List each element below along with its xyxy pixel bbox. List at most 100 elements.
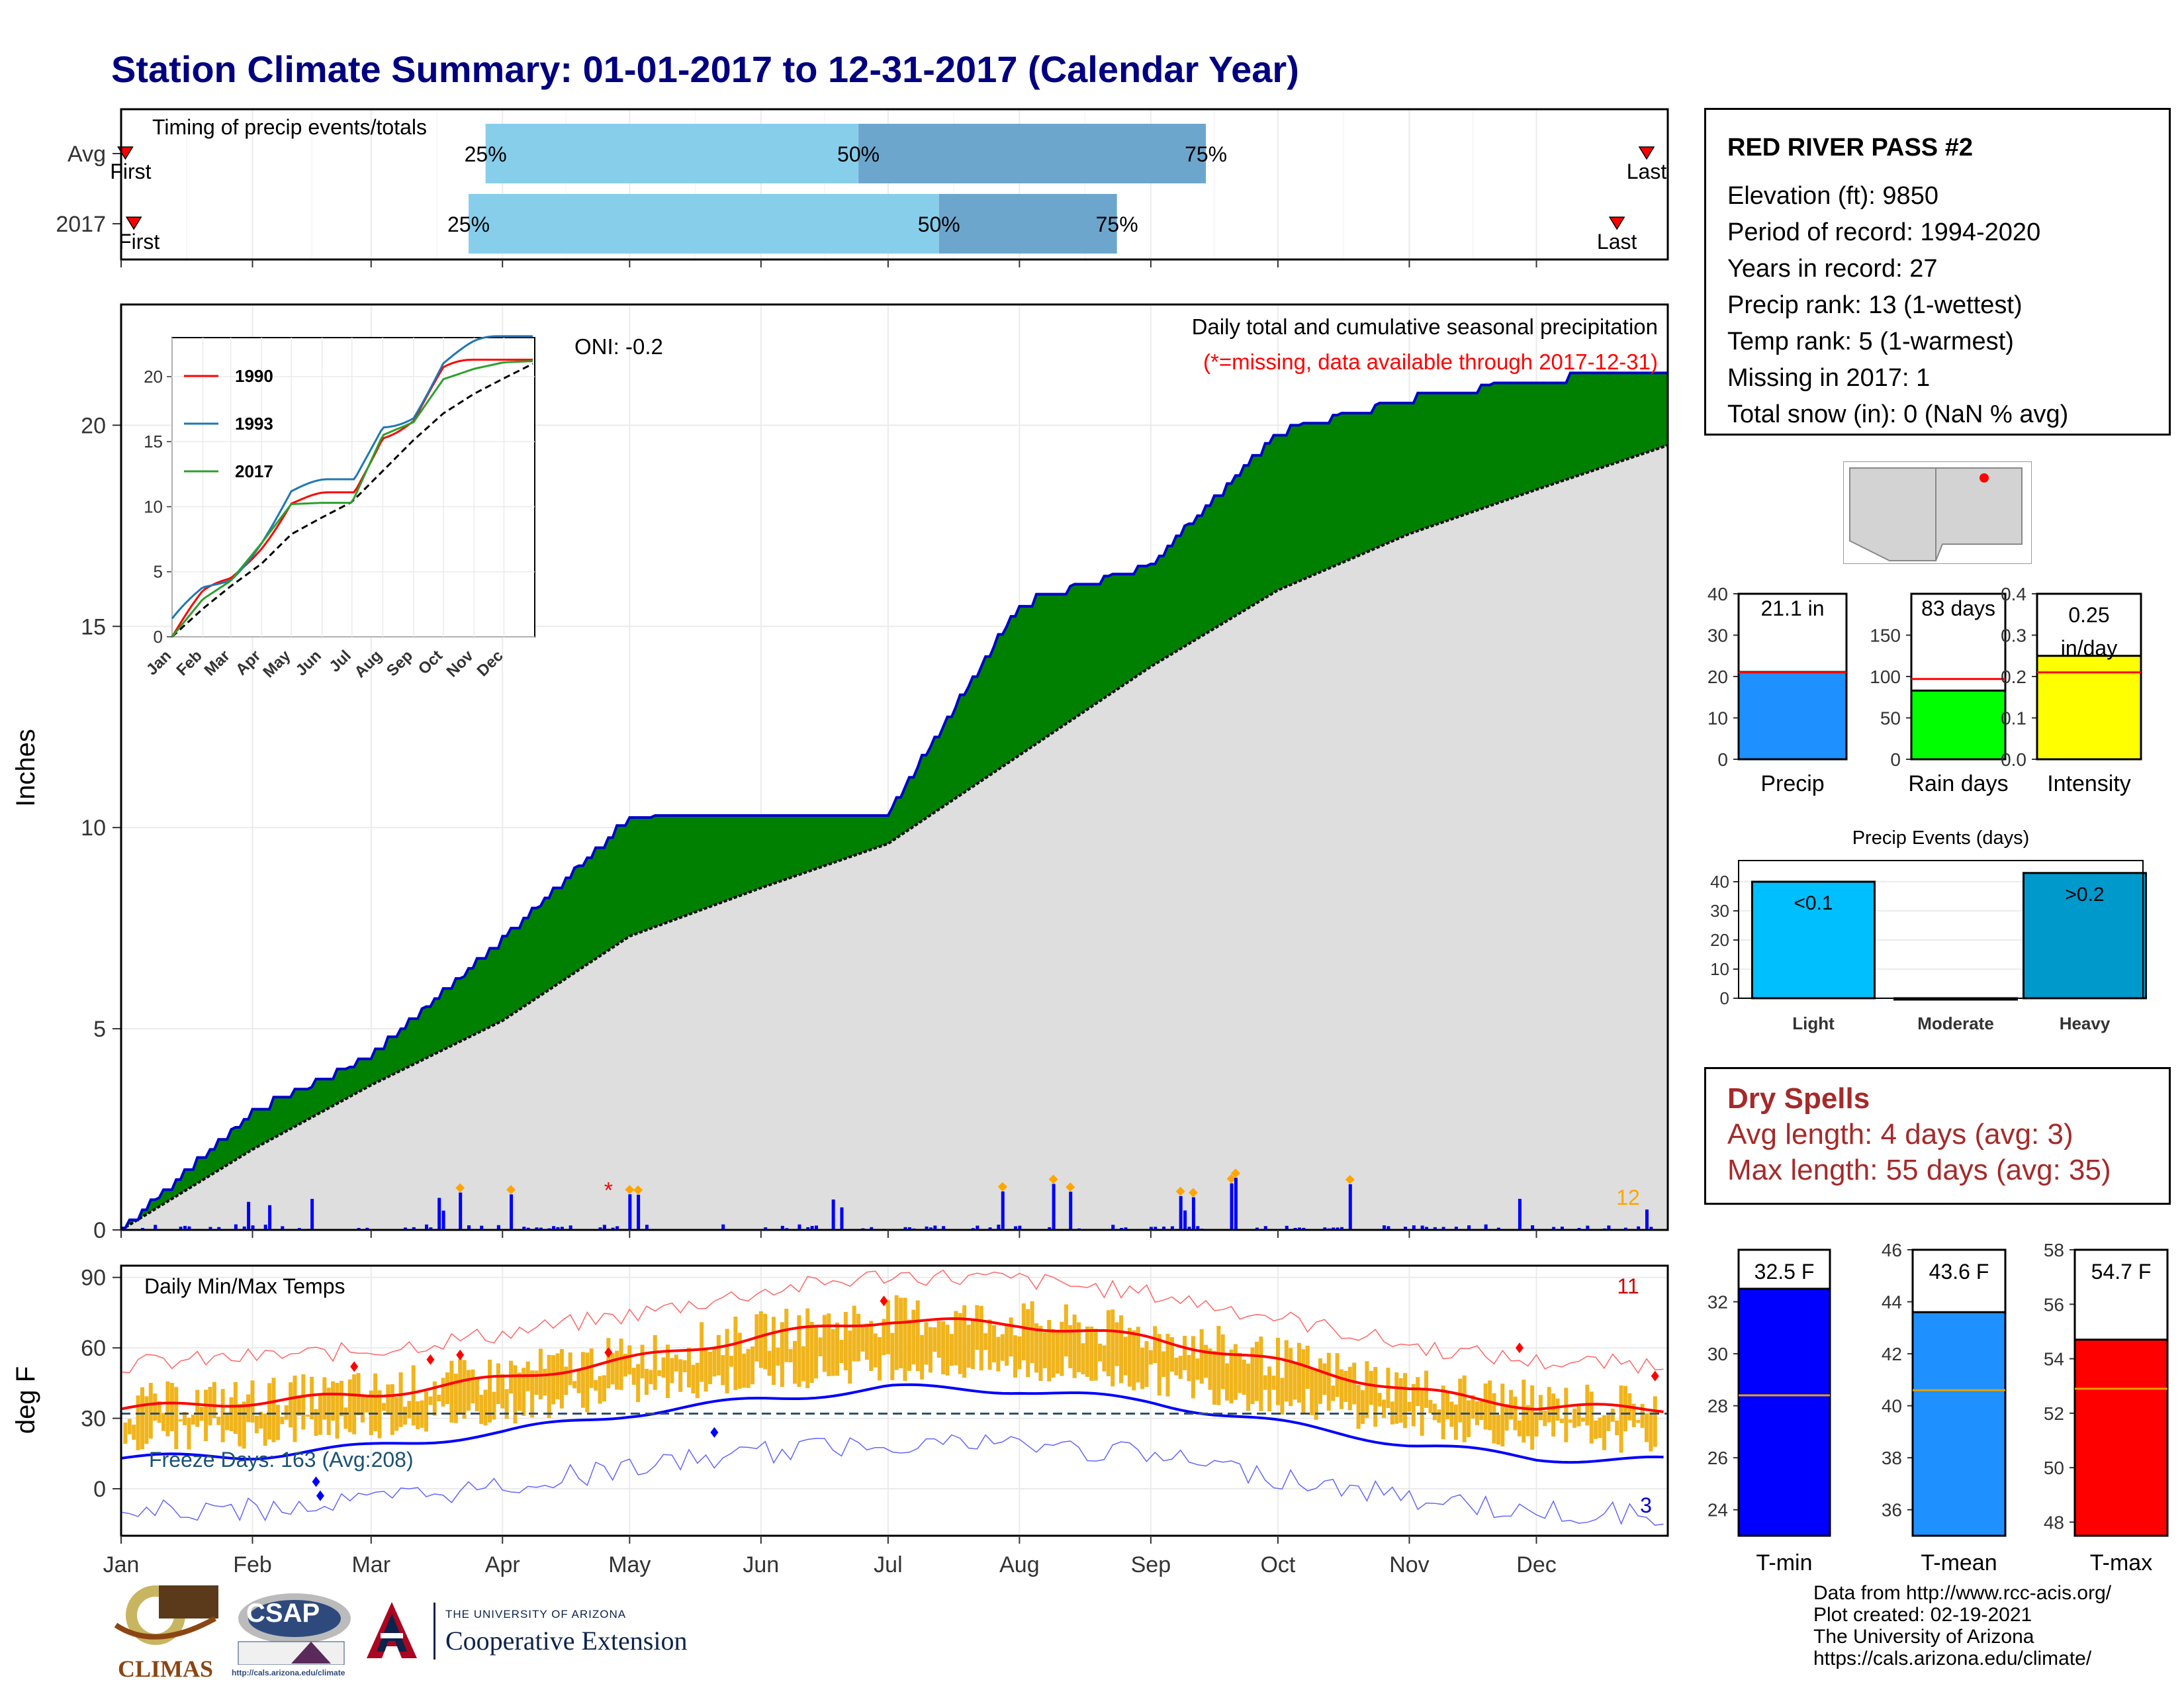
month-label: Oct: [1260, 1552, 1295, 1577]
daily-temp-range-bar: [665, 1344, 670, 1398]
daily-precip-bar: [1433, 1227, 1437, 1230]
temp-mini-bar: [1737, 1288, 1831, 1537]
daily-temp-range-bar: [165, 1381, 170, 1436]
daily-temp-range-bar: [1013, 1335, 1017, 1378]
daily-temp-range-bar: [848, 1330, 852, 1384]
precip-average-area: [121, 445, 1668, 1230]
daily-temp-range-bar: [572, 1381, 577, 1389]
daily-temp-range-bar: [746, 1348, 751, 1388]
daily-temp-range-bar: [1098, 1343, 1103, 1362]
daily-temp-range-bar: [712, 1348, 717, 1377]
daily-temp-range-bar: [420, 1400, 424, 1428]
precip-record-marker: [1230, 1168, 1240, 1178]
daily-precip-bar: [721, 1224, 725, 1230]
daily-temp-range-bar: [310, 1376, 314, 1420]
daily-temp-range-bar: [365, 1396, 369, 1413]
precip-cumulative-line: [121, 371, 1668, 1229]
timing-last-label: Last: [1627, 160, 1667, 183]
daily-temp-range-bar: [1331, 1385, 1336, 1401]
daily-temp-range-bar: [1301, 1349, 1306, 1415]
daily-precip-bar: [1124, 1227, 1128, 1230]
daily-precip-bar: [942, 1226, 946, 1230]
daily-temp-range-bar: [1479, 1401, 1484, 1421]
daily-temp-range-bar: [1161, 1351, 1166, 1378]
daily-temp-range-bar: [907, 1319, 911, 1371]
daily-temp-range-bar: [437, 1395, 441, 1402]
daily-temp-range-bar: [564, 1366, 569, 1395]
daily-temp-range-bar: [390, 1384, 394, 1435]
daily-temp-range-bar: [1631, 1403, 1636, 1427]
daily-temp-range-bar: [1610, 1408, 1615, 1422]
precip-panel-note: Daily total and cumulative seasonal prec…: [1192, 314, 1658, 339]
daily-temp-range-bar: [1047, 1319, 1052, 1382]
daily-temp-range-bar: [899, 1297, 903, 1369]
daily-precip-bar: [1348, 1184, 1352, 1230]
daily-temp-range-bar: [220, 1389, 225, 1442]
daily-temp-range-bar: [1233, 1344, 1238, 1400]
precip-mini-value-unit: in/day: [2061, 636, 2117, 660]
precip-record-marker: [1066, 1182, 1075, 1192]
daily-temp-range-bar: [640, 1344, 645, 1379]
temp-mini-category-label: T-mean: [1921, 1550, 1997, 1575]
daily-temp-range-bar: [169, 1383, 174, 1432]
missing-marker: *: [604, 1178, 613, 1203]
temp-mini-ytick-label: 52: [2044, 1403, 2064, 1424]
daily-temp-range-bar: [1169, 1336, 1174, 1372]
daily-temp-range-bar: [1488, 1380, 1492, 1430]
daily-temp-range-bar: [153, 1393, 158, 1421]
events-bar: [1751, 880, 1876, 1000]
daily-precip-bar: [615, 1226, 619, 1230]
daily-precip-bar: [997, 1225, 1001, 1230]
daily-precip-bar: [637, 1194, 641, 1230]
daily-temp-range-bar: [250, 1380, 255, 1423]
daily-temp-range-bar: [1525, 1405, 1530, 1436]
daily-temp-range-bar: [1653, 1396, 1657, 1447]
daily-temp-range-bar: [949, 1334, 954, 1366]
daily-temp-range-bar: [547, 1354, 551, 1419]
daily-precip-bar: [907, 1227, 911, 1230]
daily-temp-range-bar: [475, 1378, 479, 1411]
daily-precip-bar: [1332, 1227, 1336, 1230]
daily-temp-range-bar: [1310, 1369, 1314, 1415]
daily-temp-range-bar: [962, 1305, 967, 1378]
daily-temp-range-bar: [809, 1321, 814, 1383]
inset-ytick-label: 5: [154, 562, 163, 582]
daily-temp-range-bar: [920, 1335, 925, 1380]
record-high-marker: [1515, 1342, 1524, 1354]
daily-temp-range-bar: [127, 1419, 132, 1434]
daily-temp-range-bar: [970, 1321, 975, 1370]
precip-mini-ytick-label: 100: [1870, 667, 1901, 687]
daily-temp-range-bar: [555, 1353, 560, 1399]
daily-temp-range-bar: [402, 1407, 407, 1425]
temp-mini-value-label: 32.5 F: [1754, 1260, 1815, 1284]
inset-legend-label: 1993: [235, 414, 273, 434]
daily-precip-bar: [310, 1199, 314, 1230]
timing-row-label: 2017: [56, 212, 106, 237]
daily-temp-range-bar: [1382, 1399, 1387, 1418]
daily-temp-range-bar: [911, 1309, 916, 1365]
temp-mini-ytick-label: 26: [1707, 1448, 1728, 1468]
daily-temp-range-bar: [441, 1378, 445, 1407]
daily-temp-range-bar: [1530, 1385, 1535, 1450]
daily-temp-range-bar: [1060, 1321, 1064, 1376]
daily-precip-bar: [815, 1225, 819, 1230]
timing-panel: Timing of precip events/totals Avg 25% 50% 7…: [56, 108, 1669, 267]
climas-logo-text: CLIMAS: [117, 1656, 214, 1682]
events-bar-label: <0.1: [1794, 892, 1833, 914]
events-frame: [1738, 860, 2144, 999]
daily-temp-range-bar: [958, 1313, 962, 1374]
temp-mini-value-label: 43.6 F: [1929, 1260, 1989, 1284]
daily-temp-range-bar: [615, 1350, 619, 1390]
daily-temp-range-bar: [467, 1370, 471, 1411]
precip-ytick-label: 0: [93, 1218, 106, 1243]
daily-temp-range-bar: [682, 1360, 687, 1372]
daily-temp-range-bar: [187, 1417, 191, 1450]
daily-precip-bar: [645, 1225, 649, 1230]
temp-mini-bar: [2073, 1338, 2169, 1537]
daily-temp-range-bar: [136, 1395, 140, 1450]
precip-mini-value-label: 83 days: [1921, 596, 1995, 620]
daily-temp-range-bar: [1051, 1329, 1056, 1378]
timing-label-25: 25%: [465, 142, 507, 166]
precip-mini-value-label: 0.25: [2068, 603, 2109, 627]
precip-record-marker: [1345, 1174, 1355, 1184]
